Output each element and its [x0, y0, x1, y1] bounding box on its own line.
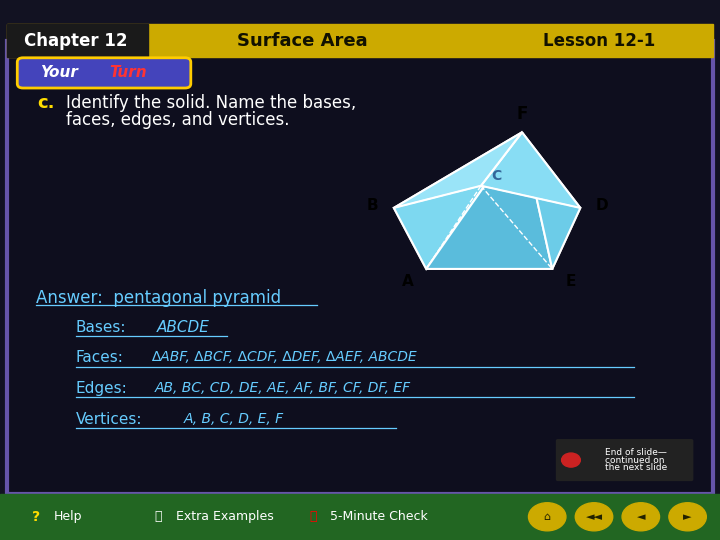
- Text: ⌂: ⌂: [544, 512, 551, 522]
- Text: ∆ABF, ∆BCF, ∆CDF, ∆DEF, ∆AEF, ABCDE: ∆ABF, ∆BCF, ∆CDF, ∆DEF, ∆AEF, ABCDE: [151, 350, 417, 365]
- Text: Turn: Turn: [109, 65, 147, 80]
- Circle shape: [528, 503, 566, 531]
- Text: continued on: continued on: [605, 456, 665, 464]
- Bar: [7, 40, 713, 494]
- Text: 🔴: 🔴: [310, 510, 317, 523]
- Polygon shape: [394, 132, 522, 208]
- Text: Chapter 12: Chapter 12: [24, 31, 127, 50]
- Text: ►: ►: [683, 512, 692, 522]
- Polygon shape: [426, 132, 552, 269]
- Text: C: C: [491, 169, 502, 183]
- Text: Edges:: Edges:: [76, 381, 127, 396]
- Text: F: F: [516, 105, 528, 123]
- Text: faces, edges, and vertices.: faces, edges, and vertices.: [66, 111, 289, 129]
- Text: E: E: [565, 274, 575, 289]
- Text: 5-Minute Check: 5-Minute Check: [330, 510, 428, 523]
- Bar: [0, 494, 720, 540]
- Text: Your: Your: [40, 65, 78, 80]
- Text: ABCDE: ABCDE: [157, 320, 210, 335]
- Bar: [7, 24, 148, 57]
- Text: 📖: 📖: [155, 510, 162, 523]
- Text: ?: ?: [32, 510, 40, 524]
- Circle shape: [669, 503, 706, 531]
- Text: B: B: [366, 198, 378, 213]
- Text: D: D: [596, 198, 608, 213]
- Text: End of slide—: End of slide—: [605, 448, 667, 457]
- Text: ◄: ◄: [636, 512, 645, 522]
- FancyBboxPatch shape: [17, 58, 191, 88]
- Circle shape: [575, 503, 613, 531]
- Text: the next slide: the next slide: [605, 463, 667, 472]
- FancyBboxPatch shape: [556, 439, 693, 481]
- Text: Bases:: Bases:: [76, 320, 126, 335]
- Circle shape: [562, 453, 580, 467]
- Text: Identify the solid. Name the bases,: Identify the solid. Name the bases,: [66, 94, 356, 112]
- Bar: [7, 24, 713, 57]
- Text: Answer:  pentagonal pyramid: Answer: pentagonal pyramid: [36, 289, 281, 307]
- Text: Vertices:: Vertices:: [76, 412, 142, 427]
- Polygon shape: [522, 132, 580, 269]
- Circle shape: [622, 503, 660, 531]
- Text: A: A: [402, 274, 413, 289]
- Text: A, B, C, D, E, F: A, B, C, D, E, F: [184, 412, 284, 426]
- Text: AB, BC, CD, DE, AE, AF, BF, CF, DF, EF: AB, BC, CD, DE, AE, AF, BF, CF, DF, EF: [155, 381, 411, 395]
- Polygon shape: [394, 132, 522, 269]
- Text: Surface Area: Surface Area: [237, 31, 368, 50]
- Polygon shape: [394, 186, 580, 269]
- Text: Faces:: Faces:: [76, 350, 123, 366]
- Text: c.: c.: [37, 94, 55, 112]
- Text: Extra Examples: Extra Examples: [176, 510, 274, 523]
- Text: Help: Help: [54, 510, 83, 523]
- Text: ◄◄: ◄◄: [585, 512, 603, 522]
- Polygon shape: [481, 132, 580, 208]
- Text: Lesson 12-1: Lesson 12-1: [543, 31, 655, 50]
